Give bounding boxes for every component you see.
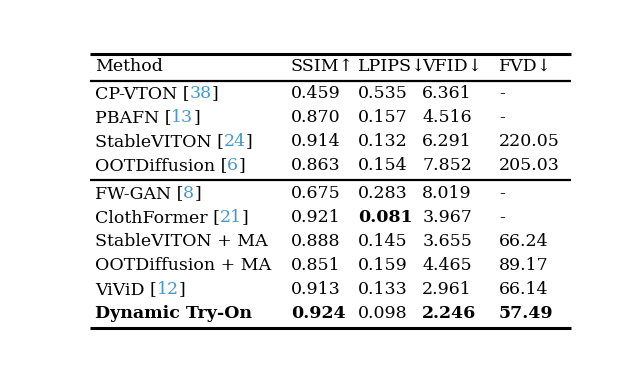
Text: 0.081: 0.081 <box>358 209 412 226</box>
Text: 0.159: 0.159 <box>358 257 408 274</box>
Text: 7.852: 7.852 <box>422 157 472 174</box>
Text: 38: 38 <box>189 85 211 102</box>
Text: -: - <box>499 185 505 203</box>
Text: 0.154: 0.154 <box>358 157 408 174</box>
Text: ClothFormer [: ClothFormer [ <box>95 209 220 226</box>
Text: 4.465: 4.465 <box>422 257 472 274</box>
Text: ]: ] <box>242 209 248 226</box>
Text: FW-GAN [: FW-GAN [ <box>95 185 183 203</box>
Text: 0.098: 0.098 <box>358 306 408 323</box>
Text: 6.361: 6.361 <box>422 85 472 102</box>
Text: 205.03: 205.03 <box>499 157 560 174</box>
Text: Dynamic Try-On: Dynamic Try-On <box>95 306 252 323</box>
Text: ViViD [: ViViD [ <box>95 282 157 298</box>
Text: 0.459: 0.459 <box>291 85 340 102</box>
Text: 24: 24 <box>224 133 246 150</box>
Text: StableVITON + MA: StableVITON + MA <box>95 233 268 250</box>
Text: 220.05: 220.05 <box>499 133 560 150</box>
Text: 0.851: 0.851 <box>291 257 340 274</box>
Text: ]: ] <box>211 85 218 102</box>
Text: ]: ] <box>195 185 201 203</box>
Text: 0.535: 0.535 <box>358 85 408 102</box>
Text: 0.132: 0.132 <box>358 133 408 150</box>
Text: VFID↓: VFID↓ <box>422 58 483 74</box>
Text: 8: 8 <box>183 185 195 203</box>
Text: 0.913: 0.913 <box>291 282 340 298</box>
Text: 12: 12 <box>157 282 179 298</box>
Text: 6.291: 6.291 <box>422 133 472 150</box>
Text: 0.914: 0.914 <box>291 133 340 150</box>
Text: FVD↓: FVD↓ <box>499 58 552 74</box>
Text: ]: ] <box>179 282 186 298</box>
Text: ]: ] <box>193 109 200 126</box>
Text: 57.49: 57.49 <box>499 306 554 323</box>
Text: -: - <box>499 109 505 126</box>
Text: 6: 6 <box>227 157 238 174</box>
Text: 2.961: 2.961 <box>422 282 472 298</box>
Text: 0.888: 0.888 <box>291 233 340 250</box>
Text: 89.17: 89.17 <box>499 257 549 274</box>
Text: 0.924: 0.924 <box>291 306 346 323</box>
Text: 0.863: 0.863 <box>291 157 340 174</box>
Text: 13: 13 <box>172 109 193 126</box>
Text: SSIM↑: SSIM↑ <box>291 58 354 74</box>
Text: -: - <box>499 85 505 102</box>
Text: OOTDiffusion + MA: OOTDiffusion + MA <box>95 257 271 274</box>
Text: 3.655: 3.655 <box>422 233 472 250</box>
Text: 66.24: 66.24 <box>499 233 548 250</box>
Text: 2.246: 2.246 <box>422 306 477 323</box>
Text: PBAFN [: PBAFN [ <box>95 109 172 126</box>
Text: 0.157: 0.157 <box>358 109 408 126</box>
Text: Method: Method <box>95 58 163 74</box>
Text: 3.967: 3.967 <box>422 209 472 226</box>
Text: 0.921: 0.921 <box>291 209 340 226</box>
Text: CP-VTON [: CP-VTON [ <box>95 85 189 102</box>
Text: LPIPS↓: LPIPS↓ <box>358 58 426 74</box>
Text: -: - <box>499 209 505 226</box>
Text: 8.019: 8.019 <box>422 185 472 203</box>
Text: 0.133: 0.133 <box>358 282 408 298</box>
Text: OOTDiffusion [: OOTDiffusion [ <box>95 157 227 174</box>
Text: StableVITON [: StableVITON [ <box>95 133 224 150</box>
Text: ]: ] <box>238 157 245 174</box>
Text: 66.14: 66.14 <box>499 282 548 298</box>
Text: 0.145: 0.145 <box>358 233 408 250</box>
Text: 0.675: 0.675 <box>291 185 340 203</box>
Text: 0.870: 0.870 <box>291 109 340 126</box>
Text: 0.283: 0.283 <box>358 185 408 203</box>
Text: 21: 21 <box>220 209 242 226</box>
Text: 4.516: 4.516 <box>422 109 472 126</box>
Text: ]: ] <box>246 133 253 150</box>
